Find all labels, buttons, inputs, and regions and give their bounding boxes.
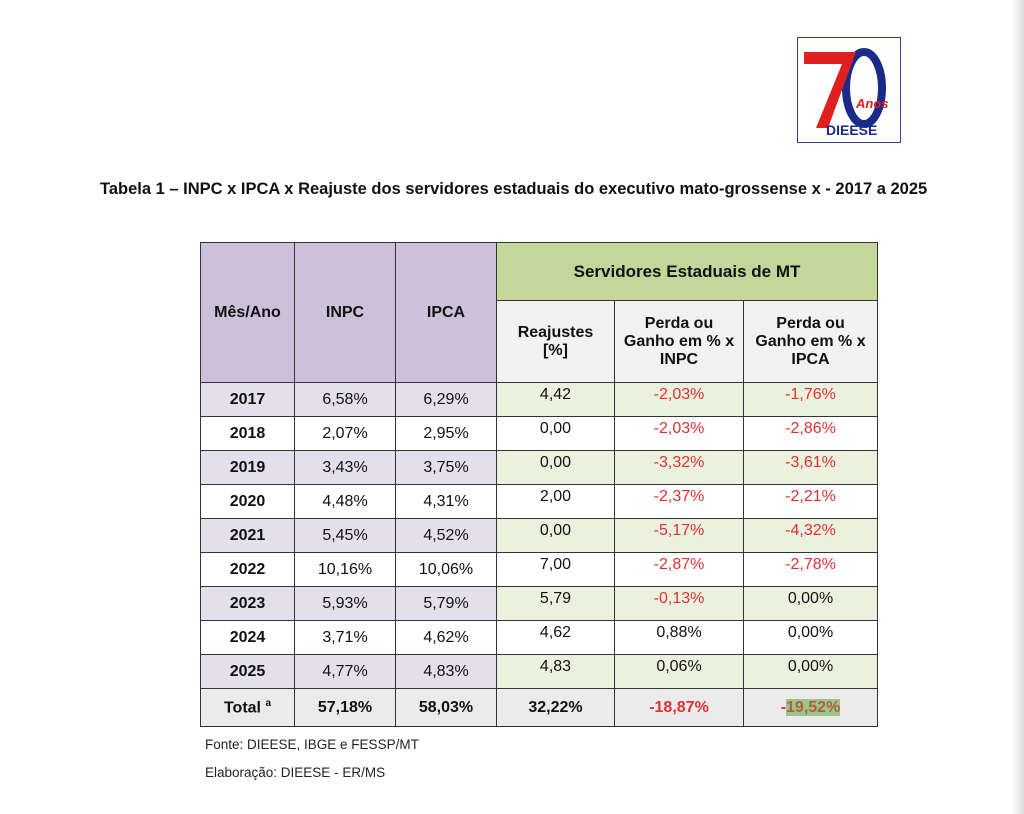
vs-ipca-cell: -2,78% (743, 552, 878, 587)
ipca-cell: 3,75% (395, 450, 497, 485)
ipca-cell: 10,06% (395, 552, 497, 587)
page-edge (1012, 0, 1024, 814)
vs-ipca-cell: -4,32% (743, 518, 878, 553)
table-row: 2025 4,77% 4,83% 4,83 0,06% 0,00% (200, 654, 878, 689)
vs-ipca-cell: -3,61% (743, 450, 878, 485)
vs-ipca-cell: 0,00% (743, 620, 878, 655)
vs-inpc-cell: -2,37% (614, 484, 744, 519)
table-row: 2017 6,58% 6,29% 4,42 -2,03% -1,76% (200, 382, 878, 417)
svg-text:DIEESE: DIEESE (826, 122, 877, 138)
vs-ipca-cell: 0,00% (743, 586, 878, 621)
elaboration-note: Elaboração: DIEESE - ER/MS (205, 765, 386, 780)
reajustes-cell: 2,00 (496, 484, 615, 519)
table-row: 2022 10,16% 10,06% 7,00 -2,87% -2,78% (200, 552, 878, 587)
year-cell: 2019 (200, 450, 295, 485)
table-row: 2020 4,48% 4,31% 2,00 -2,37% -2,21% (200, 484, 878, 519)
reajustes-cell: 0,00 (496, 416, 615, 451)
header-vs-inpc: Perda ou Ganho em % x INPC (614, 300, 744, 383)
total-label-text: Total (223, 699, 261, 717)
total-inpc: 57,18% (294, 688, 396, 727)
vs-inpc-cell: 0,06% (614, 654, 744, 689)
ipca-cell: 2,95% (395, 416, 497, 451)
total-vs-inpc: -18,87% (614, 688, 744, 727)
svg-text:Anos: Anos (855, 96, 889, 111)
inpc-cell: 3,43% (294, 450, 396, 485)
vs-ipca-cell: 0,00% (743, 654, 878, 689)
reajustes-cell: 4,42 (496, 382, 615, 417)
data-table: Mês/Ano INPC IPCA Servidores Estaduais d… (200, 242, 878, 727)
year-cell: 2021 (200, 518, 295, 553)
total-reajustes: 32,22% (496, 688, 615, 727)
vs-ipca-cell: -2,86% (743, 416, 878, 451)
total-footnote: a (265, 697, 272, 709)
reajustes-cell: 7,00 (496, 552, 615, 587)
inpc-cell: 10,16% (294, 552, 396, 587)
table-row: 2023 5,93% 5,79% 5,79 -0,13% 0,00% (200, 586, 878, 621)
table-row: 2021 5,45% 4,52% 0,00 -5,17% -4,32% (200, 518, 878, 553)
inpc-cell: 4,77% (294, 654, 396, 689)
table-row: 2018 2,07% 2,95% 0,00 -2,03% -2,86% (200, 416, 878, 451)
inpc-cell: 6,58% (294, 382, 396, 417)
reajustes-cell: 0,00 (496, 450, 615, 485)
inpc-cell: 3,71% (294, 620, 396, 655)
year-cell: 2022 (200, 552, 295, 587)
year-cell: 2020 (200, 484, 295, 519)
total-vs-ipca-value: 19,52% (786, 698, 841, 716)
header-group: Servidores Estaduais de MT (496, 242, 878, 301)
header-vs-ipca: Perda ou Ganho em % x IPCA (743, 300, 878, 383)
ipca-cell: 4,83% (395, 654, 497, 689)
reajustes-cell: 5,79 (496, 586, 615, 621)
total-vs-ipca-sign: - (780, 698, 787, 716)
table-row: 2019 3,43% 3,75% 0,00 -3,32% -3,61% (200, 450, 878, 485)
vs-inpc-cell: -2,03% (614, 382, 744, 417)
inpc-cell: 5,45% (294, 518, 396, 553)
vs-inpc-cell: -2,03% (614, 416, 744, 451)
total-row: Total a 57,18% 58,03% 32,22% -18,87% -19… (200, 688, 878, 727)
header-month: Mês/Ano (200, 242, 295, 383)
year-cell: 2017 (200, 382, 295, 417)
vs-inpc-cell: -2,87% (614, 552, 744, 587)
vs-inpc-cell: 0,88% (614, 620, 744, 655)
vs-inpc-cell: -5,17% (614, 518, 744, 553)
table-row: 2024 3,71% 4,62% 4,62 0,88% 0,00% (200, 620, 878, 655)
vs-ipca-cell: -2,21% (743, 484, 878, 519)
reajustes-cell: 4,62 (496, 620, 615, 655)
total-ipca: 58,03% (395, 688, 497, 727)
inpc-cell: 4,48% (294, 484, 396, 519)
year-cell: 2018 (200, 416, 295, 451)
header-inpc: INPC (294, 242, 396, 383)
ipca-cell: 4,62% (395, 620, 497, 655)
source-note: Fonte: DIEESE, IBGE e FESSP/MT (205, 737, 419, 752)
year-cell: 2024 (200, 620, 295, 655)
header-ipca: IPCA (395, 242, 497, 383)
ipca-cell: 5,79% (395, 586, 497, 621)
ipca-cell: 4,31% (395, 484, 497, 519)
ipca-cell: 4,52% (395, 518, 497, 553)
vs-ipca-cell: -1,76% (743, 382, 878, 417)
inpc-cell: 2,07% (294, 416, 396, 451)
ipca-cell: 6,29% (395, 382, 497, 417)
total-vs-ipca: -19,52% (743, 688, 878, 727)
year-cell: 2025 (200, 654, 295, 689)
header-reajustes: Reajustes [%] (496, 300, 615, 383)
dieese-70-anos-logo: Anos DIEESE (797, 37, 901, 143)
vs-inpc-cell: -0,13% (614, 586, 744, 621)
table-title: Tabela 1 – INPC x IPCA x Reajuste dos se… (100, 180, 928, 198)
vs-inpc-cell: -3,32% (614, 450, 744, 485)
total-label: Total a (200, 688, 295, 727)
inpc-cell: 5,93% (294, 586, 396, 621)
reajustes-cell: 0,00 (496, 518, 615, 553)
reajustes-cell: 4,83 (496, 654, 615, 689)
year-cell: 2023 (200, 586, 295, 621)
